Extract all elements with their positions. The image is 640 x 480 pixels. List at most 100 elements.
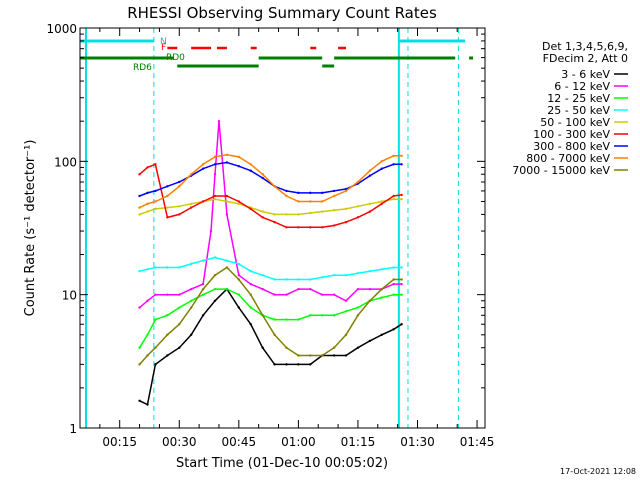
- data-point: [332, 189, 336, 193]
- legend-label: 100 - 300 keV: [533, 128, 610, 141]
- data-point: [309, 191, 312, 195]
- data-point: [321, 354, 324, 357]
- data-point: [225, 194, 229, 198]
- data-point: [332, 224, 336, 227]
- series-line: [139, 161, 402, 197]
- data-point: [392, 278, 395, 281]
- y-tick-label: 1: [69, 422, 77, 436]
- data-point: [201, 282, 205, 286]
- data-point: [261, 314, 264, 317]
- data-point: [285, 213, 288, 216]
- data-point: [201, 163, 205, 166]
- data-point: [332, 273, 336, 277]
- data-point: [154, 363, 157, 366]
- data-point: [332, 194, 336, 198]
- data-point: [138, 213, 141, 216]
- data-point: [309, 287, 312, 291]
- data-point: [261, 210, 264, 213]
- data-point: [356, 346, 360, 349]
- data-point: [166, 354, 169, 357]
- data-point: [178, 180, 181, 184]
- data-point: [332, 346, 336, 349]
- data-point: [154, 163, 157, 166]
- data-point: [344, 207, 348, 211]
- data-point: [344, 189, 348, 193]
- data-point: [392, 194, 395, 198]
- data-point: [400, 293, 403, 296]
- data-point: [146, 191, 149, 195]
- data-point: [285, 194, 288, 198]
- data-point: [392, 163, 395, 166]
- series-line: [139, 163, 402, 229]
- data-point: [249, 293, 252, 296]
- data-point: [178, 306, 181, 309]
- data-point: [225, 266, 229, 269]
- data-point: [189, 206, 193, 209]
- x-tick-label: 01:00: [281, 435, 316, 449]
- legend-label: 6 - 12 keV: [554, 80, 610, 93]
- series-line: [138, 288, 402, 349]
- data-point: [344, 310, 348, 313]
- data-point: [344, 354, 348, 357]
- flag-label: RD0: [166, 53, 185, 63]
- legend-label: 25 - 50 keV: [547, 104, 610, 117]
- data-point: [273, 293, 276, 296]
- series-800-7000keV: [138, 153, 403, 209]
- data-point: [146, 403, 149, 406]
- data-point: [273, 213, 276, 216]
- data-point: [332, 209, 336, 212]
- data-point: [356, 287, 360, 291]
- data-point: [392, 293, 395, 296]
- data-point: [380, 333, 383, 337]
- data-point: [166, 333, 169, 337]
- y-axis-label: Count Rate (s⁻¹ detector⁻¹): [23, 140, 38, 317]
- series-50-100keV: [138, 197, 403, 216]
- data-point: [309, 314, 312, 317]
- data-point: [285, 189, 288, 193]
- y-tick-label: 1000: [46, 22, 77, 36]
- x-tick-label: 01:15: [341, 435, 376, 449]
- data-point: [138, 206, 141, 209]
- data-point: [392, 154, 395, 158]
- data-point: [400, 323, 403, 326]
- series-100-300keV: [138, 163, 403, 229]
- data-point: [166, 216, 169, 219]
- data-point: [146, 166, 149, 169]
- data-point: [237, 293, 241, 296]
- data-point: [400, 197, 403, 201]
- data-point: [213, 256, 217, 259]
- data-point: [400, 266, 403, 269]
- data-point: [321, 293, 324, 296]
- data-point: [285, 278, 288, 281]
- data-point: [154, 318, 157, 321]
- data-point: [249, 282, 252, 286]
- data-point: [166, 293, 169, 296]
- data-point: [217, 119, 221, 123]
- data-point: [273, 318, 276, 321]
- data-point: [225, 153, 229, 156]
- data-point: [189, 299, 193, 302]
- data-point: [392, 266, 395, 269]
- data-point: [309, 226, 312, 229]
- data-point: [138, 363, 141, 366]
- data-point: [297, 226, 300, 229]
- data-point: [154, 200, 157, 203]
- data-point: [309, 278, 312, 281]
- data-point: [138, 269, 141, 273]
- data-point: [154, 266, 157, 269]
- data-point: [213, 155, 217, 159]
- data-point: [368, 269, 372, 273]
- legend-label: 300 - 800 keV: [533, 140, 610, 153]
- data-point: [380, 296, 383, 299]
- data-point: [249, 269, 252, 273]
- data-point: [380, 160, 383, 163]
- data-point: [368, 210, 372, 213]
- data-point: [201, 259, 205, 262]
- data-point: [285, 226, 288, 229]
- series-7000-15000keV: [138, 266, 403, 366]
- data-point: [368, 287, 372, 291]
- data-point: [213, 273, 217, 277]
- data-point: [309, 211, 312, 215]
- data-point: [344, 273, 348, 277]
- data-point: [166, 206, 169, 209]
